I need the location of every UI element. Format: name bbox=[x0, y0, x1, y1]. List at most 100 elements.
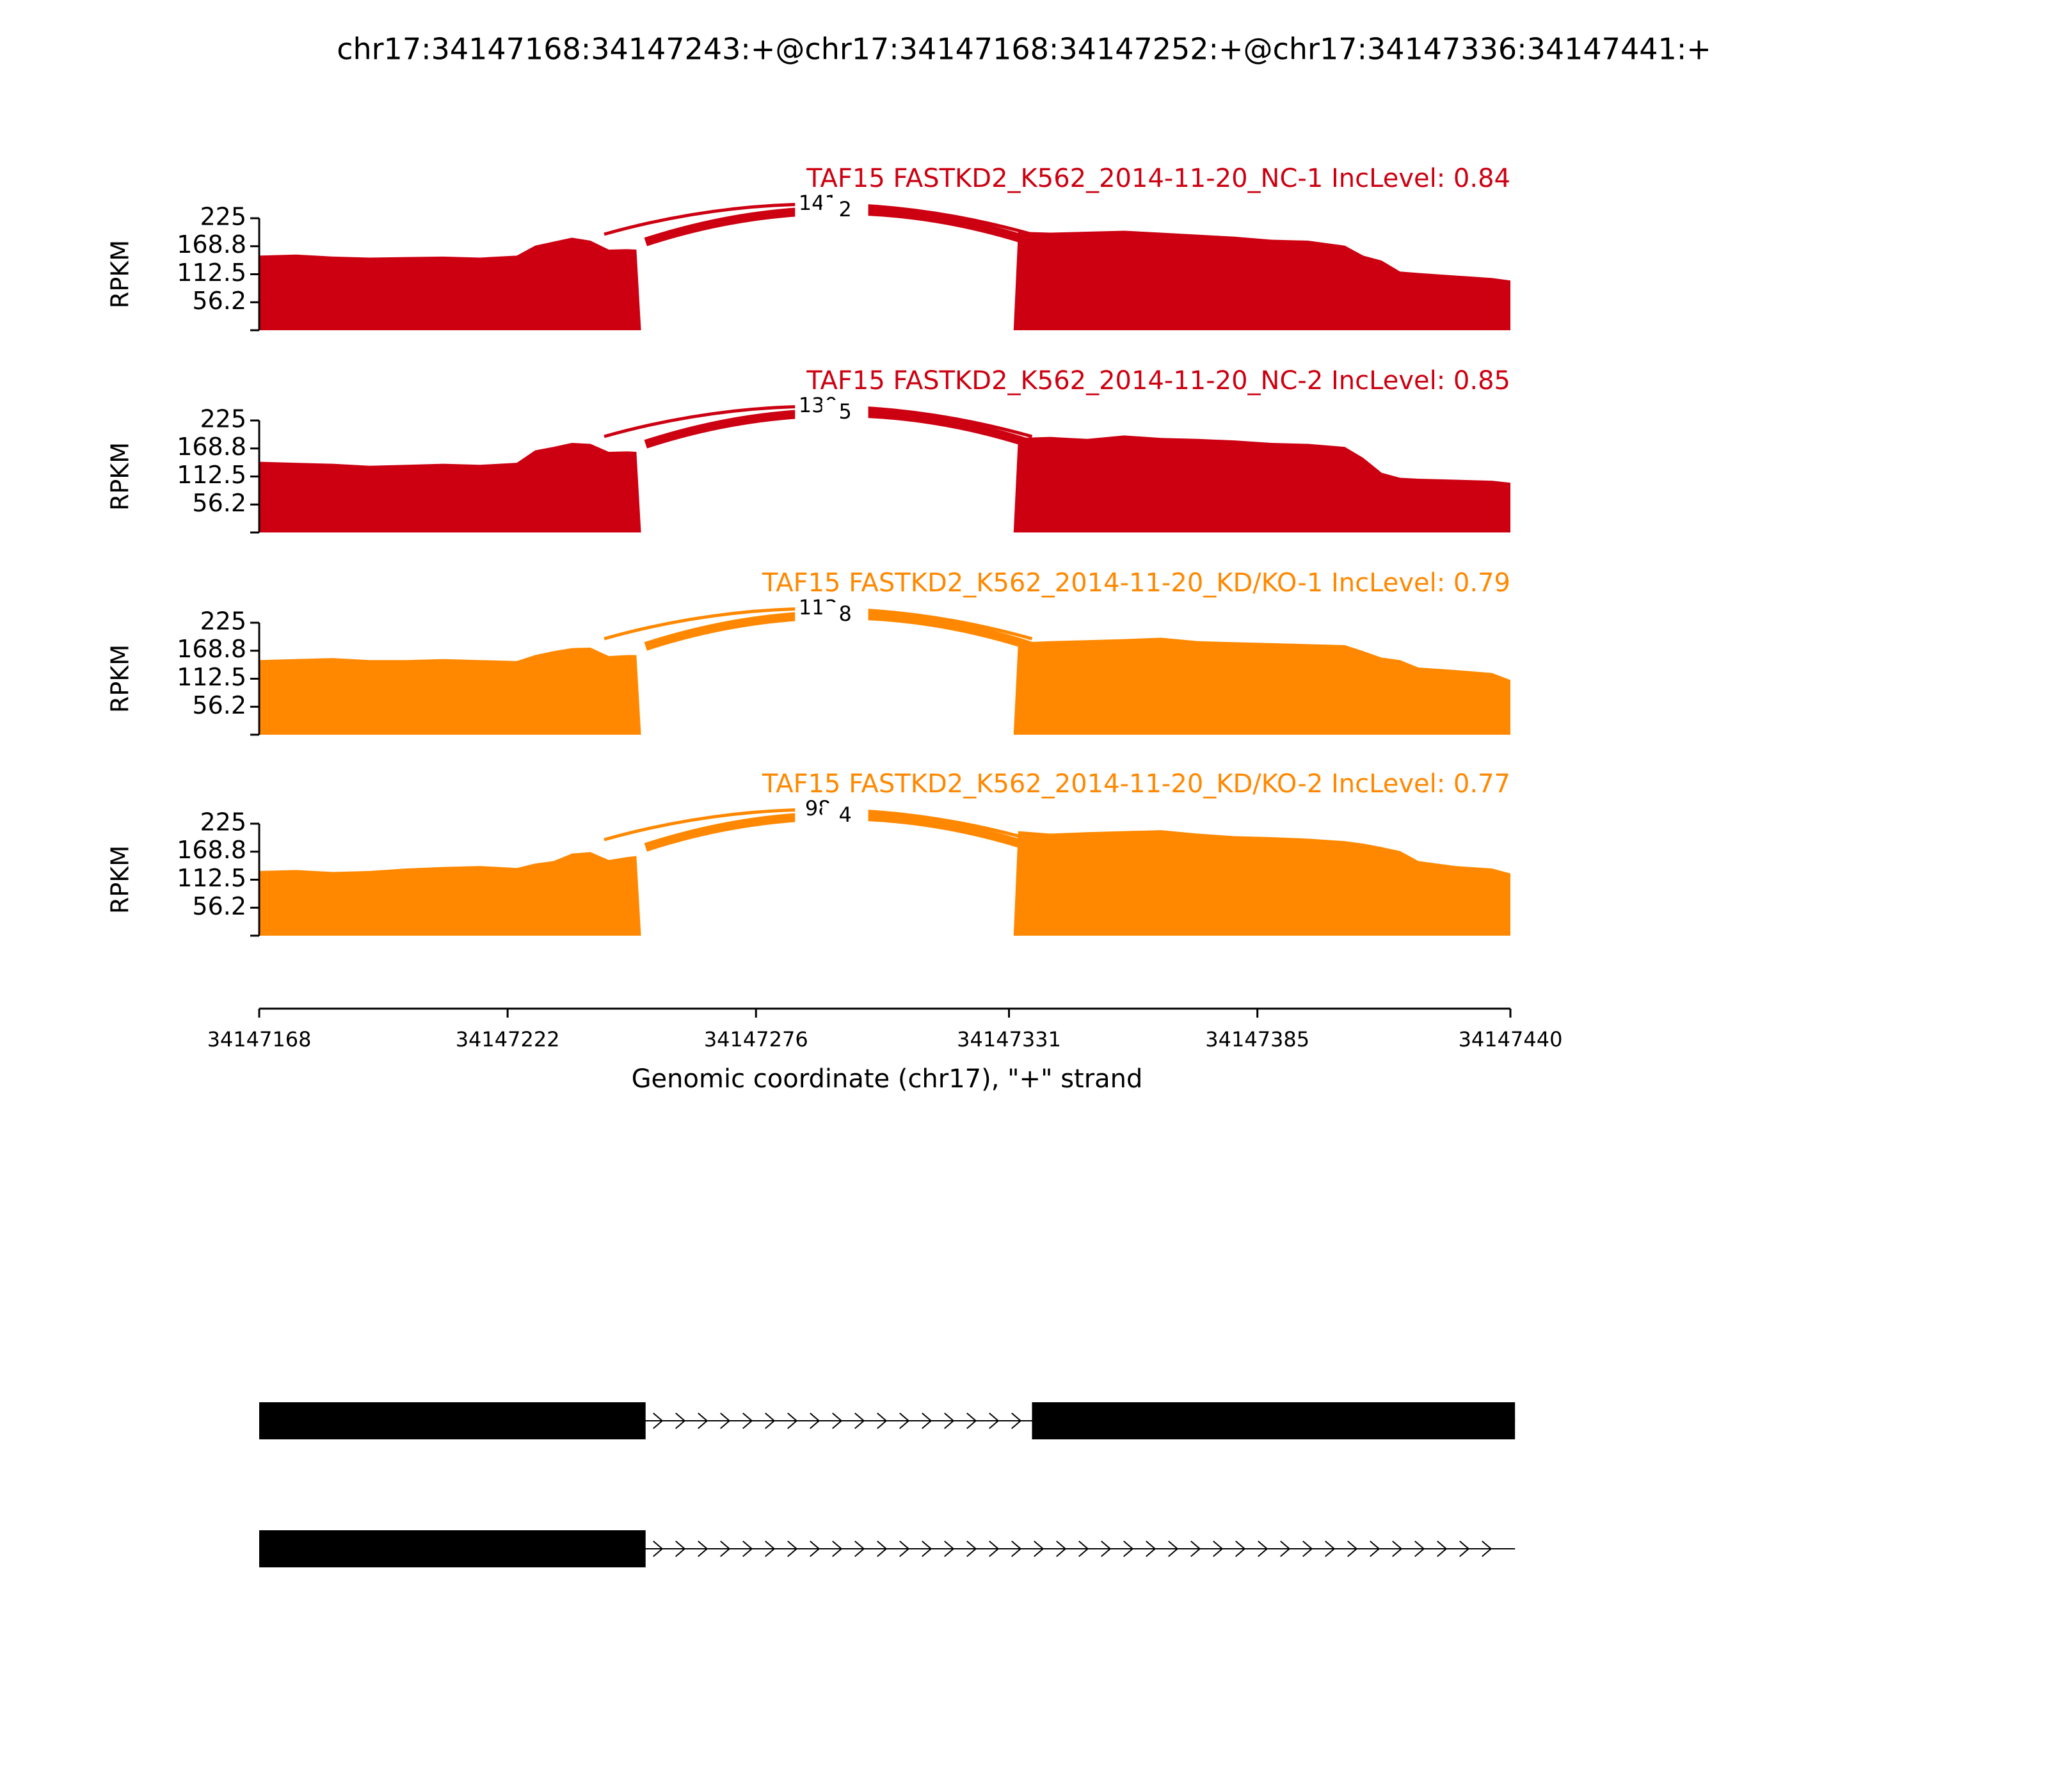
strand-chevron bbox=[922, 1540, 932, 1557]
y-tick-label: 225 bbox=[200, 607, 246, 636]
strand-chevron bbox=[787, 1412, 798, 1429]
strand-chevron bbox=[966, 1412, 977, 1429]
strand-chevron bbox=[1168, 1540, 1179, 1557]
strand-chevron bbox=[1101, 1540, 1112, 1557]
x-tick-label: 34147222 bbox=[456, 1027, 560, 1052]
strand-chevron bbox=[989, 1412, 1000, 1429]
strand-chevron bbox=[1213, 1540, 1224, 1557]
strand-chevron bbox=[765, 1412, 776, 1429]
strand-chevron bbox=[720, 1540, 731, 1557]
track-label: TAF15 FASTKD2_K562_2014-11-20_KD/KO-2 In… bbox=[762, 769, 1510, 799]
strand-chevron bbox=[854, 1540, 865, 1557]
y-tick-label: 56.2 bbox=[192, 691, 246, 719]
y-tick-label: 112.5 bbox=[177, 461, 246, 489]
strand-chevron bbox=[675, 1540, 686, 1557]
strand-chevron bbox=[854, 1412, 865, 1429]
strand-chevron bbox=[899, 1412, 910, 1429]
x-tick-label: 34147440 bbox=[1459, 1027, 1563, 1052]
y-tick-label: 225 bbox=[200, 203, 246, 231]
track-label: TAF15 FASTKD2_K562_2014-11-20_NC-2 IncLe… bbox=[806, 366, 1510, 396]
strand-chevron bbox=[899, 1540, 910, 1557]
y-tick-label: 168.8 bbox=[177, 433, 246, 461]
strand-chevron bbox=[1302, 1540, 1313, 1557]
strand-chevron bbox=[742, 1412, 753, 1429]
junction-label-bg bbox=[822, 602, 868, 628]
y-axis-label: RPKM bbox=[106, 240, 134, 308]
junction-label-bg bbox=[822, 400, 868, 426]
strand-chevron bbox=[1392, 1540, 1403, 1557]
x-tick-label: 34147385 bbox=[1205, 1027, 1309, 1052]
strand-chevron bbox=[832, 1540, 843, 1557]
strand-chevron bbox=[742, 1540, 753, 1557]
strand-chevron bbox=[966, 1540, 977, 1557]
strand-chevron bbox=[653, 1540, 664, 1557]
strand-chevron bbox=[1190, 1540, 1201, 1557]
strand-chevron bbox=[1347, 1540, 1358, 1557]
x-tick-label: 34147168 bbox=[207, 1027, 312, 1052]
y-tick-label: 56.2 bbox=[192, 287, 246, 315]
exon bbox=[259, 1530, 646, 1567]
strand-chevron bbox=[989, 1540, 1000, 1557]
strand-chevron bbox=[1011, 1540, 1022, 1557]
strand-chevron bbox=[1414, 1540, 1425, 1557]
strand-chevron bbox=[1280, 1540, 1291, 1557]
strand-chevron bbox=[787, 1540, 798, 1557]
x-tick-label: 34147331 bbox=[957, 1027, 1061, 1052]
x-axis-label: Genomic coordinate (chr17), "+" strand bbox=[632, 1064, 1143, 1094]
junction-label-bg bbox=[822, 803, 868, 829]
track-label: TAF15 FASTKD2_K562_2014-11-20_KD/KO-1 In… bbox=[762, 568, 1510, 598]
strand-chevron bbox=[653, 1412, 664, 1429]
strand-chevron bbox=[832, 1412, 843, 1429]
strand-chevron bbox=[1034, 1540, 1044, 1557]
junction-label: 4 bbox=[838, 803, 851, 827]
strand-chevron bbox=[1056, 1540, 1067, 1557]
strand-chevron bbox=[698, 1540, 708, 1557]
strand-chevron bbox=[810, 1540, 820, 1557]
strand-chevron bbox=[877, 1540, 888, 1557]
coverage-area bbox=[259, 637, 1510, 735]
junction-label: 2 bbox=[838, 197, 851, 221]
junction-label: 8 bbox=[838, 602, 851, 626]
strand-chevron bbox=[675, 1412, 686, 1429]
strand-chevron bbox=[1459, 1540, 1470, 1557]
coverage-area bbox=[259, 435, 1510, 532]
coverage-area bbox=[259, 830, 1510, 936]
y-tick-label: 168.8 bbox=[177, 230, 246, 259]
chart-title: chr17:34147168:34147243:+@chr17:34147168… bbox=[337, 32, 1711, 67]
y-axis-label: RPKM bbox=[106, 644, 134, 713]
strand-chevron bbox=[1482, 1540, 1492, 1557]
y-tick-label: 168.8 bbox=[177, 635, 246, 663]
y-tick-label: 112.5 bbox=[177, 663, 246, 691]
y-tick-label: 112.5 bbox=[177, 864, 246, 892]
strand-chevron bbox=[1258, 1540, 1268, 1557]
strand-chevron bbox=[944, 1412, 955, 1429]
strand-chevron bbox=[765, 1540, 776, 1557]
strand-chevron bbox=[1146, 1540, 1156, 1557]
y-axis-label: RPKM bbox=[106, 845, 134, 914]
strand-chevron bbox=[877, 1412, 888, 1429]
strand-chevron bbox=[1011, 1412, 1022, 1429]
strand-chevron bbox=[944, 1540, 955, 1557]
strand-chevron bbox=[922, 1412, 932, 1429]
y-tick-label: 56.2 bbox=[192, 489, 246, 517]
y-tick-label: 56.2 bbox=[192, 892, 246, 920]
junction-label-bg bbox=[822, 198, 868, 223]
exon bbox=[1032, 1402, 1516, 1439]
y-tick-label: 225 bbox=[200, 808, 246, 836]
coverage-area bbox=[259, 230, 1510, 330]
y-tick-label: 112.5 bbox=[177, 259, 246, 287]
x-tick-label: 34147276 bbox=[704, 1027, 808, 1052]
strand-chevron bbox=[810, 1412, 820, 1429]
strand-chevron bbox=[698, 1412, 708, 1429]
strand-chevron bbox=[1123, 1540, 1134, 1557]
y-tick-label: 168.8 bbox=[177, 836, 246, 864]
strand-chevron bbox=[1235, 1540, 1246, 1557]
strand-chevron bbox=[1437, 1540, 1448, 1557]
strand-chevron bbox=[1370, 1540, 1380, 1557]
exon bbox=[259, 1402, 646, 1439]
strand-chevron bbox=[720, 1412, 731, 1429]
strand-chevron bbox=[1078, 1540, 1089, 1557]
junction-label: 5 bbox=[838, 399, 851, 424]
